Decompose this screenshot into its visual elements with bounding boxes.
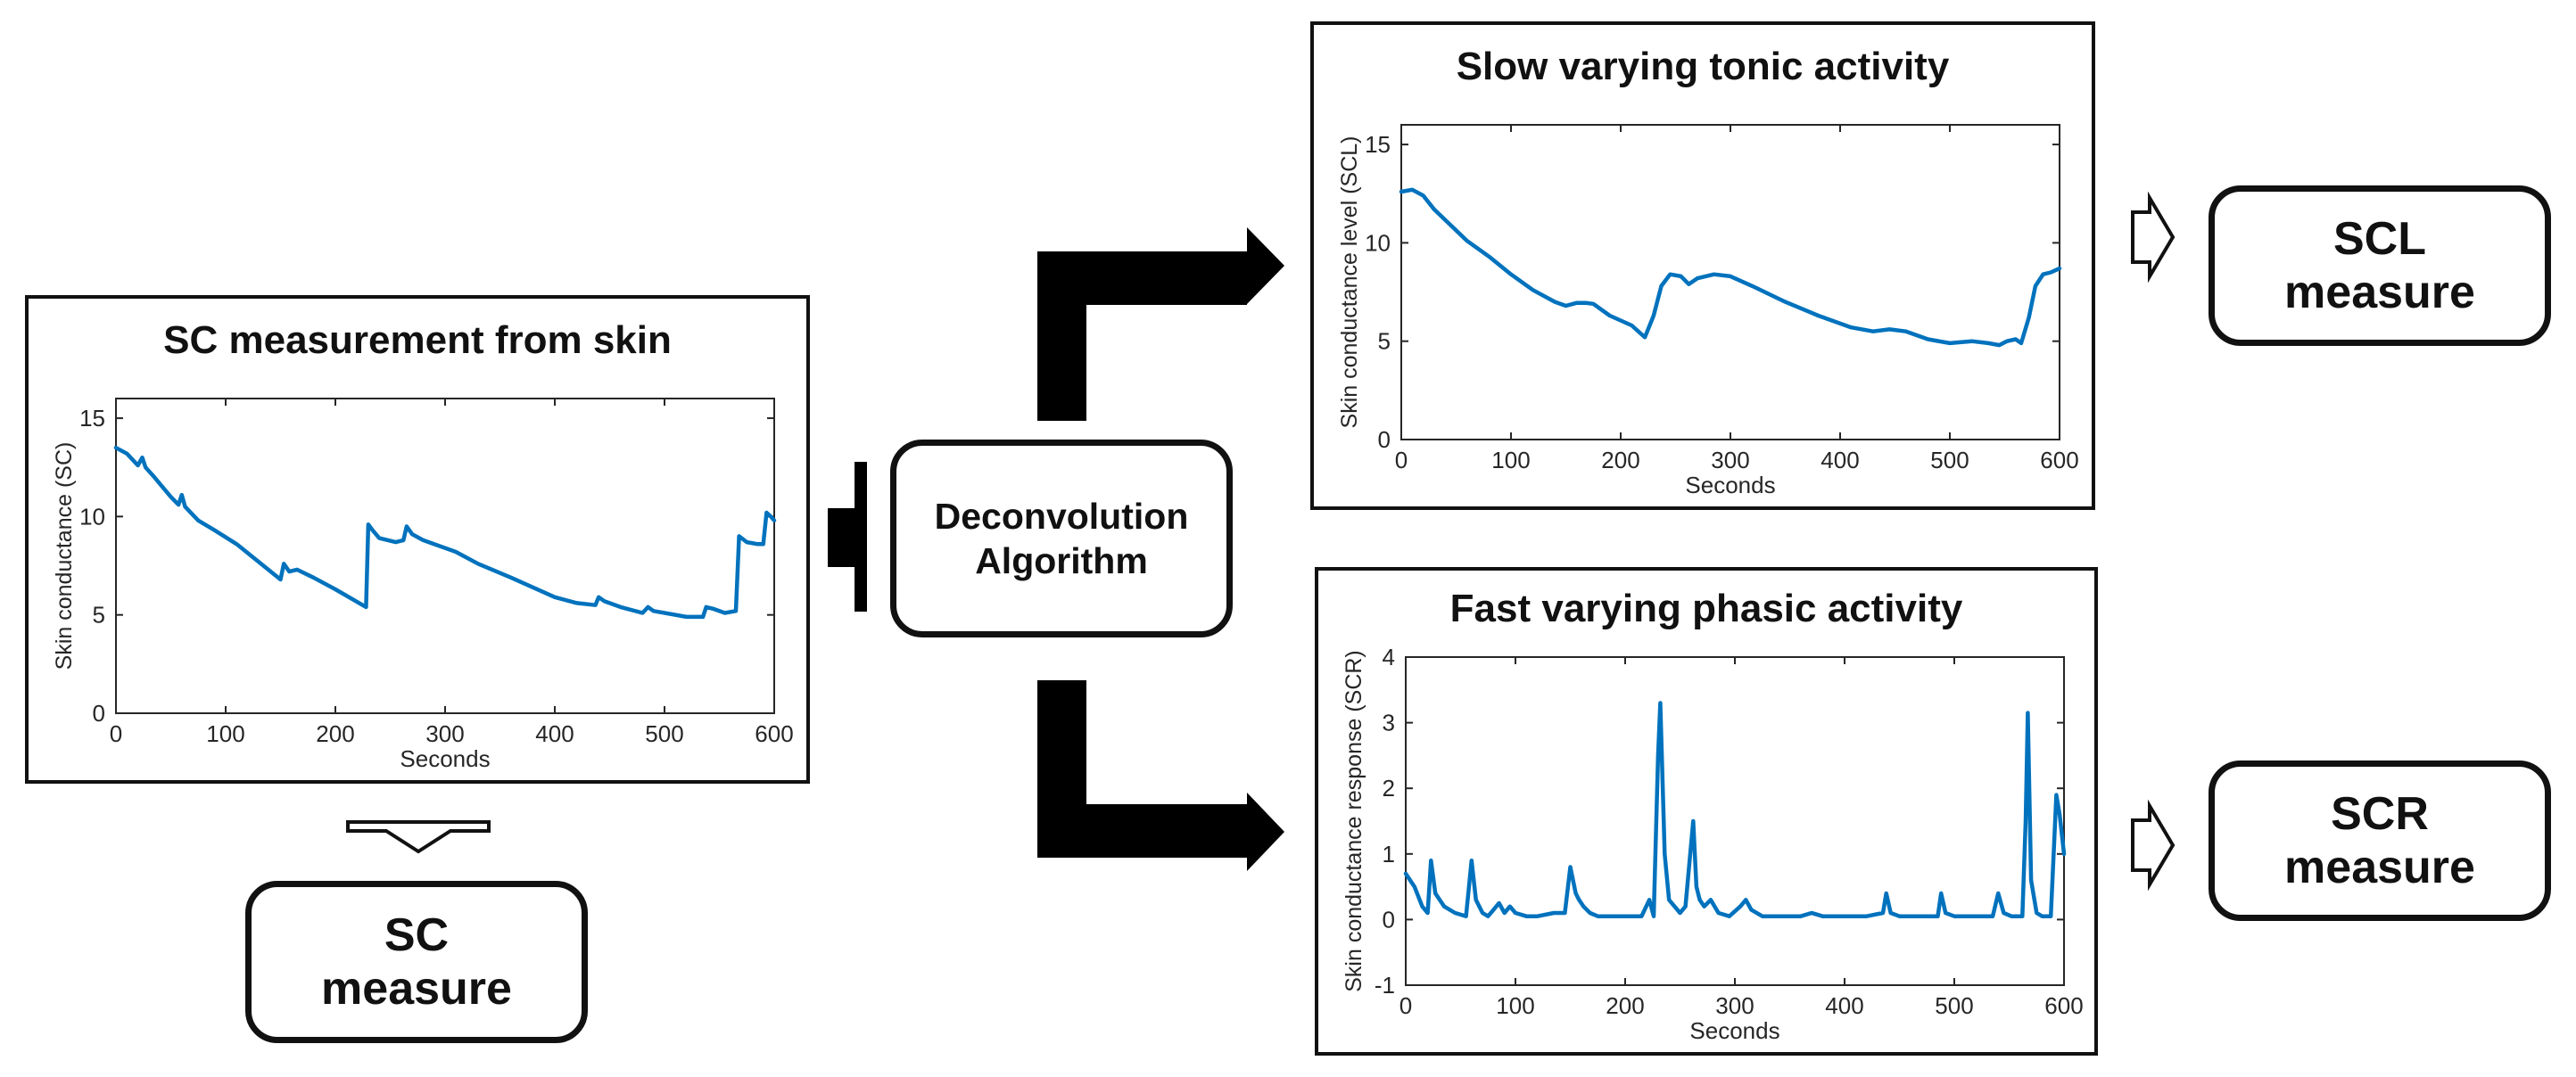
x-tick-label: 600 xyxy=(2044,992,2083,1019)
x-tick-label: 200 xyxy=(316,720,354,747)
sc-measure-label: SC measure xyxy=(321,909,512,1015)
y-tick-label: 10 xyxy=(79,503,105,530)
x-tick-label: 500 xyxy=(645,720,683,747)
hollow-arrow-to-scl xyxy=(2131,191,2176,284)
x-tick-label: 0 xyxy=(110,720,122,747)
x-tick-label: 500 xyxy=(1930,447,1969,473)
tonic-activity-panel: Slow varying tonic activity 0 100 200 300 40… xyxy=(1310,21,2095,510)
x-tick-label: 100 xyxy=(1496,992,1534,1019)
y-axis-label: Skin conductance level (SCL) xyxy=(1337,136,1362,429)
x-tick-label: 600 xyxy=(755,720,793,747)
panel-title: Fast varying phasic activity xyxy=(1449,587,1963,630)
y-tick-label: 0 xyxy=(93,700,105,727)
y-tick-label: 4 xyxy=(1383,644,1395,670)
deconvolution-label: Deconvolution Algorithm xyxy=(934,496,1189,581)
scr-measure-label: SCR measure xyxy=(2284,788,2475,893)
x-tick-label: 600 xyxy=(2040,447,2078,473)
plot-frame xyxy=(1400,124,2060,440)
series-line-sc xyxy=(113,445,777,620)
arrow-to-tonic-shaft xyxy=(1037,251,1247,421)
x-tick-label: 400 xyxy=(1825,992,1863,1019)
x-tick-label: 200 xyxy=(1606,992,1644,1019)
y-tick-label: 0 xyxy=(1383,906,1395,933)
phasic-activity-panel: Fast varying phasic activity 0 100 200 300 4… xyxy=(1315,567,2098,1056)
y-tick-label: 15 xyxy=(79,405,105,432)
y-tick-label: 3 xyxy=(1383,710,1395,736)
y-tick-label: -1 xyxy=(1375,972,1395,999)
x-tick-label: 300 xyxy=(1711,447,1749,473)
x-axis-label: Seconds xyxy=(1689,1017,1779,1044)
panel-title: Slow varying tonic activity xyxy=(1456,45,1950,88)
y-axis-label: Skin conductance (SC) xyxy=(52,442,77,670)
y-tick-label: 15 xyxy=(1365,131,1391,158)
y-tick-label: 1 xyxy=(1383,841,1395,867)
scl-measure-label: SCL measure xyxy=(2284,213,2475,318)
hollow-arrow-to-sc xyxy=(346,820,491,854)
sc-chart: 0 100 200 300 400 500 600 0 5 10 15 Seconds Skin con… xyxy=(52,398,794,772)
arrow-to-tonic-head xyxy=(1247,227,1284,304)
panel-title: SC measurement from skin xyxy=(163,318,672,362)
y-tick-label: 5 xyxy=(93,602,105,629)
x-tick-label: 0 xyxy=(1395,447,1408,473)
y-axis-label: Skin conductance response (SCR) xyxy=(1342,650,1366,992)
arrow-to-phasic-head xyxy=(1247,793,1284,871)
sc-measurement-panel: SC measurement from skin 0 100 200 300 400 50… xyxy=(25,295,810,784)
x-tick-label: 0 xyxy=(1399,992,1412,1019)
y-tick-label: 2 xyxy=(1383,775,1395,802)
series-line-scr xyxy=(1403,701,2067,918)
x-tick-label: 400 xyxy=(535,720,574,747)
hollow-arrow-to-scr xyxy=(2131,799,2176,892)
x-axis-label: Seconds xyxy=(400,745,490,772)
y-tick-label: 5 xyxy=(1378,328,1391,355)
scl-chart: 0 100 200 300 400 500 600 0 5 10 15 Seconds Skin con… xyxy=(1337,124,2079,498)
x-tick-label: 300 xyxy=(1715,992,1754,1019)
arrow-to-phasic-shaft xyxy=(1037,680,1247,858)
x-tick-label: 100 xyxy=(206,720,244,747)
plot-frame xyxy=(1405,656,2065,986)
y-tick-label: 0 xyxy=(1378,426,1391,453)
x-tick-label: 200 xyxy=(1601,447,1639,473)
deconvolution-node: Deconvolution Algorithm xyxy=(890,440,1233,637)
y-tick-label: 10 xyxy=(1365,229,1391,256)
x-tick-label: 400 xyxy=(1821,447,1859,473)
sc-measure-node: SC measure xyxy=(245,881,588,1043)
scl-measure-node: SCL measure xyxy=(2209,185,2551,346)
scr-measure-node: SCR measure xyxy=(2209,760,2551,921)
x-axis-label: Seconds xyxy=(1685,472,1775,498)
x-tick-label: 500 xyxy=(1935,992,1973,1019)
plot-frame xyxy=(115,398,775,714)
x-tick-label: 300 xyxy=(425,720,464,747)
series-line-scl xyxy=(1399,187,2062,348)
arrow-to-deconvolution xyxy=(828,462,867,612)
x-tick-label: 100 xyxy=(1491,447,1530,473)
